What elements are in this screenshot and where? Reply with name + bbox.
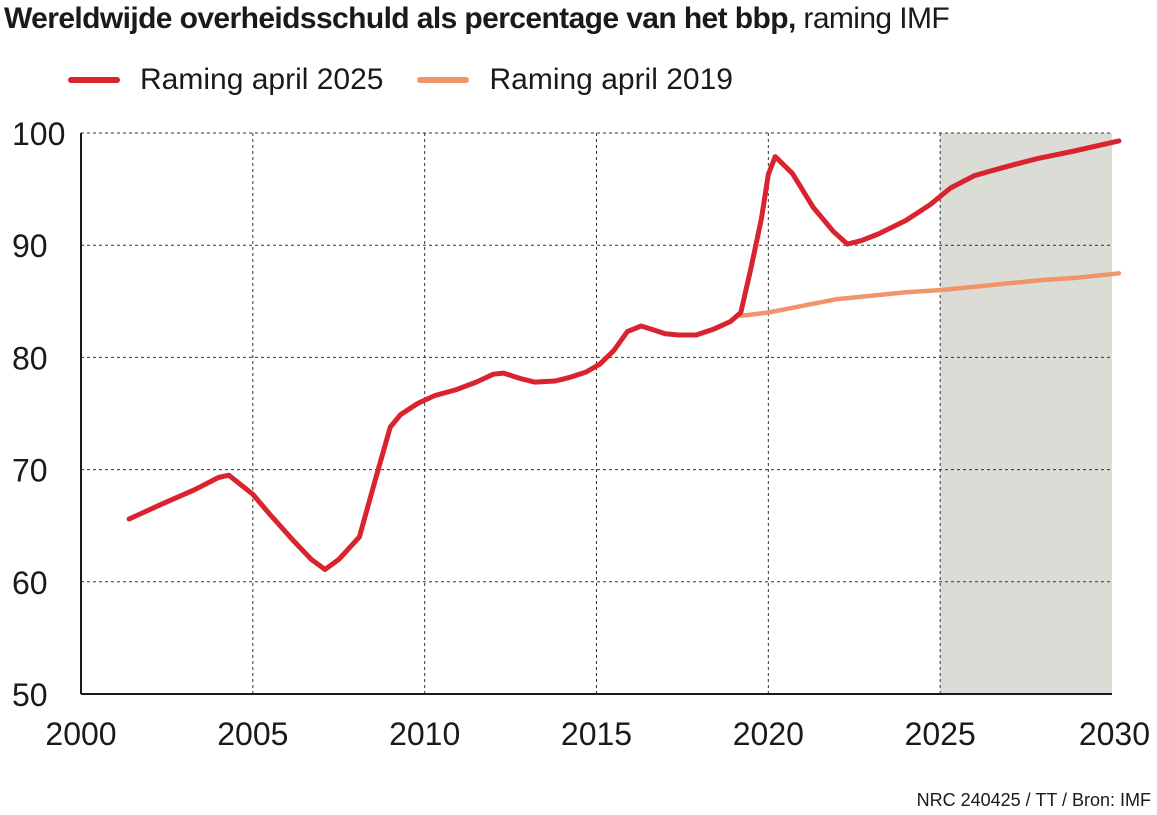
legend-item-2019: Raming april 2019 — [417, 63, 733, 97]
chart-title: Wereldwijde overheidsschuld als percenta… — [4, 2, 950, 36]
series-line-raming-april-2025 — [126, 138, 1122, 572]
y-tick-50: 50 — [12, 677, 48, 713]
series-line-raming-april-2019 — [738, 271, 1122, 319]
x-tick-2030: 2030 — [1079, 716, 1150, 752]
source-credit: NRC 240425 / TT / Bron: IMF — [916, 790, 1151, 810]
x-tick-2005: 2005 — [217, 716, 288, 752]
chart-legend: Raming april 2025 Raming april 2019 — [68, 58, 767, 102]
legend-item-2025: Raming april 2025 — [68, 63, 383, 97]
chart-title-suffix: raming IMF — [795, 2, 950, 35]
y-tick-70: 70 — [12, 453, 48, 489]
legend-swatch-2025 — [68, 77, 120, 83]
forecast-shade — [940, 133, 1112, 694]
chart-title-main: Wereldwijde overheidsschuld als percenta… — [4, 2, 796, 35]
legend-label-2019: Raming april 2019 — [489, 63, 733, 96]
x-tick-2015: 2015 — [561, 716, 632, 752]
x-tick-2000: 2000 — [45, 716, 116, 752]
y-tick-80: 80 — [12, 340, 48, 376]
x-tick-2025: 2025 — [905, 716, 976, 752]
legend-swatch-2019 — [417, 77, 470, 83]
y-tick-100: 100 — [12, 116, 65, 152]
x-tick-2020: 2020 — [733, 716, 804, 752]
x-tick-2010: 2010 — [389, 716, 460, 752]
y-tick-60: 60 — [12, 565, 48, 601]
legend-label-2025: Raming april 2025 — [140, 63, 384, 96]
y-tick-90: 90 — [12, 228, 48, 264]
